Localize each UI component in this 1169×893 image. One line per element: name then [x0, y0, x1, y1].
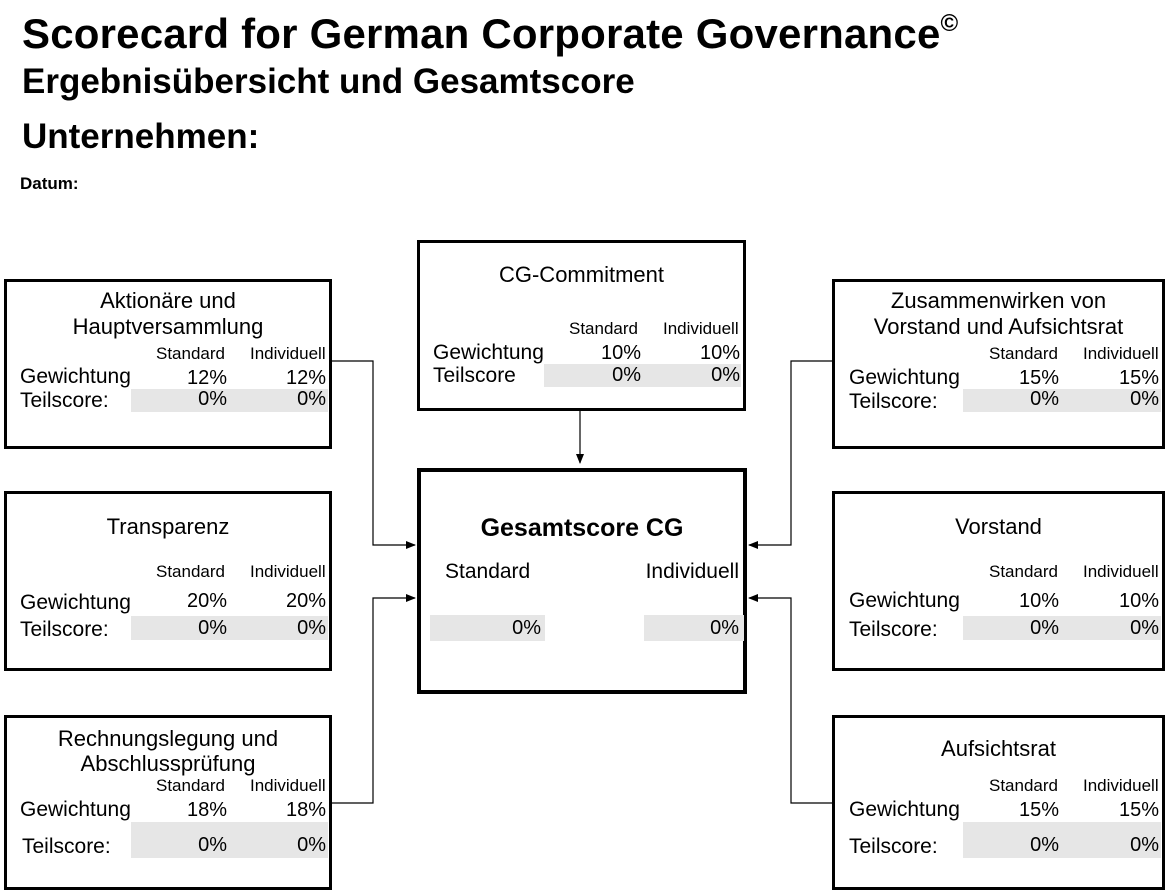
company-label: Unternehmen: — [22, 117, 260, 156]
row-label-score: Teilscore — [433, 364, 516, 387]
row-label-score: Teilscore: — [20, 618, 109, 641]
total-standard-shade — [430, 615, 545, 641]
connector-rechnungslegung — [332, 594, 416, 804]
score-standard: 0% — [198, 617, 227, 639]
col-header-individuell: Individuell — [663, 319, 739, 338]
box-title-line2: Hauptversammlung — [72, 314, 264, 339]
score-shade — [131, 822, 328, 858]
box-rechnungslegung: Rechnungslegung und Abschlussprüfung Sta… — [4, 715, 332, 890]
score-individuell: 0% — [297, 617, 326, 639]
weight-standard: 10% — [600, 342, 641, 364]
col-header-standard: Standard — [989, 562, 1058, 581]
box-zusammenwirken: Zusammenwirken von Vorstand und Aufsicht… — [832, 279, 1165, 449]
box-title: Vorstand — [955, 514, 1042, 539]
weight-standard: 15% — [1018, 367, 1059, 389]
col-header-standard: Standard — [156, 776, 225, 795]
weight-standard: 20% — [186, 590, 227, 612]
col-header-individuell: Individuell — [250, 562, 326, 581]
weight-standard: 15% — [1018, 799, 1059, 821]
box-title-line2: Abschlussprüfung — [80, 751, 256, 776]
page-subtitle: Ergebnisübersicht und Gesamtscore — [22, 62, 635, 101]
row-label-weight: Gewichtung — [20, 365, 131, 388]
row-label-score: Teilscore: — [849, 390, 938, 413]
box-title-line1: Rechnungslegung und — [57, 726, 279, 751]
weight-individuell: 15% — [1118, 367, 1159, 389]
row-label-score: Teilscore: — [20, 389, 109, 412]
total-individuell-label: Individuell — [645, 560, 739, 583]
weight-individuell: 15% — [1118, 799, 1159, 821]
connector-zusammenwirken — [748, 360, 832, 549]
score-individuell: 0% — [1130, 834, 1159, 856]
score-standard: 0% — [1030, 388, 1059, 410]
weight-individuell: 12% — [285, 367, 326, 389]
score-individuell: 0% — [1130, 388, 1159, 410]
row-label-weight: Gewichtung — [849, 798, 960, 821]
weight-individuell: 10% — [1118, 590, 1159, 612]
copyright-mark: © — [940, 10, 959, 37]
col-header-standard: Standard — [569, 319, 638, 338]
score-standard: 0% — [198, 834, 227, 856]
total-individuell-shade — [644, 615, 744, 641]
col-header-individuell: Individuell — [1083, 776, 1159, 795]
date-label: Datum: — [20, 174, 79, 193]
score-shade — [544, 364, 741, 387]
box-title: Transparenz — [106, 514, 230, 539]
score-individuell: 0% — [297, 388, 326, 410]
weight-individuell: 20% — [285, 590, 326, 612]
weight-standard: 12% — [186, 367, 227, 389]
col-header-standard: Standard — [989, 344, 1058, 363]
connector-aufsichtsrat — [748, 594, 832, 804]
box-title: Aufsichtsrat — [941, 736, 1056, 761]
score-individuell: 0% — [711, 364, 740, 386]
box-title-line1: Zusammenwirken von — [890, 288, 1107, 313]
connector-aktionaere — [332, 360, 416, 549]
col-header-standard: Standard — [156, 562, 225, 581]
box-vorstand: Vorstand Standard Individuell Gewichtung… — [832, 491, 1165, 671]
row-label-weight: Gewichtung — [20, 591, 131, 614]
col-header-individuell: Individuell — [250, 344, 326, 363]
row-label-score: Teilscore: — [849, 618, 938, 641]
score-individuell: 0% — [1130, 617, 1159, 639]
score-standard: 0% — [1030, 834, 1059, 856]
page-title-text: Scorecard for German Corporate Governanc… — [22, 10, 941, 57]
score-shade — [131, 389, 328, 412]
total-standard-label: Standard — [445, 560, 531, 583]
col-header-individuell: Individuell — [1083, 344, 1159, 363]
col-header-individuell: Individuell — [1083, 562, 1159, 581]
row-label-score: Teilscore: — [22, 835, 111, 858]
weight-standard: 18% — [186, 799, 227, 821]
row-label-score: Teilscore: — [849, 835, 938, 858]
score-shade — [963, 616, 1161, 640]
total-title: Gesamtscore CG — [480, 514, 684, 542]
total-score-individuell: 0% — [710, 617, 739, 639]
row-label-weight: Gewichtung — [433, 341, 544, 364]
box-aktionaere: Aktionäre und Hauptversammlung Standard … — [4, 279, 332, 449]
box-commitment: CG-Commitment Standard Individuell Gewic… — [417, 240, 746, 411]
weight-standard: 10% — [1018, 590, 1059, 612]
box-gesamtscore: Gesamtscore CG Standard Individuell 0% 0… — [417, 468, 747, 694]
col-header-individuell: Individuell — [250, 776, 326, 795]
score-shade — [131, 616, 328, 640]
score-shade — [963, 389, 1161, 412]
box-title-line1: Aktionäre und — [100, 288, 236, 313]
page-title: Scorecard for German Corporate Governanc… — [22, 10, 958, 58]
box-transparenz: Transparenz Standard Individuell Gewicht… — [4, 491, 332, 671]
row-label-weight: Gewichtung — [20, 798, 131, 821]
score-standard: 0% — [612, 364, 641, 386]
box-aufsichtsrat: Aufsichtsrat Standard Individuell Gewich… — [832, 715, 1165, 890]
score-standard: 0% — [198, 388, 227, 410]
score-shade — [963, 822, 1161, 858]
row-label-weight: Gewichtung — [849, 589, 960, 612]
box-title: CG-Commitment — [498, 262, 664, 287]
col-header-standard: Standard — [156, 344, 225, 363]
total-score-standard: 0% — [512, 617, 541, 639]
col-header-standard: Standard — [989, 776, 1058, 795]
row-label-weight: Gewichtung — [849, 366, 960, 389]
weight-individuell: 10% — [699, 342, 740, 364]
box-title-line2: Vorstand und Aufsichtsrat — [873, 314, 1124, 339]
weight-individuell: 18% — [285, 799, 326, 821]
score-individuell: 0% — [297, 834, 326, 856]
score-standard: 0% — [1030, 617, 1059, 639]
